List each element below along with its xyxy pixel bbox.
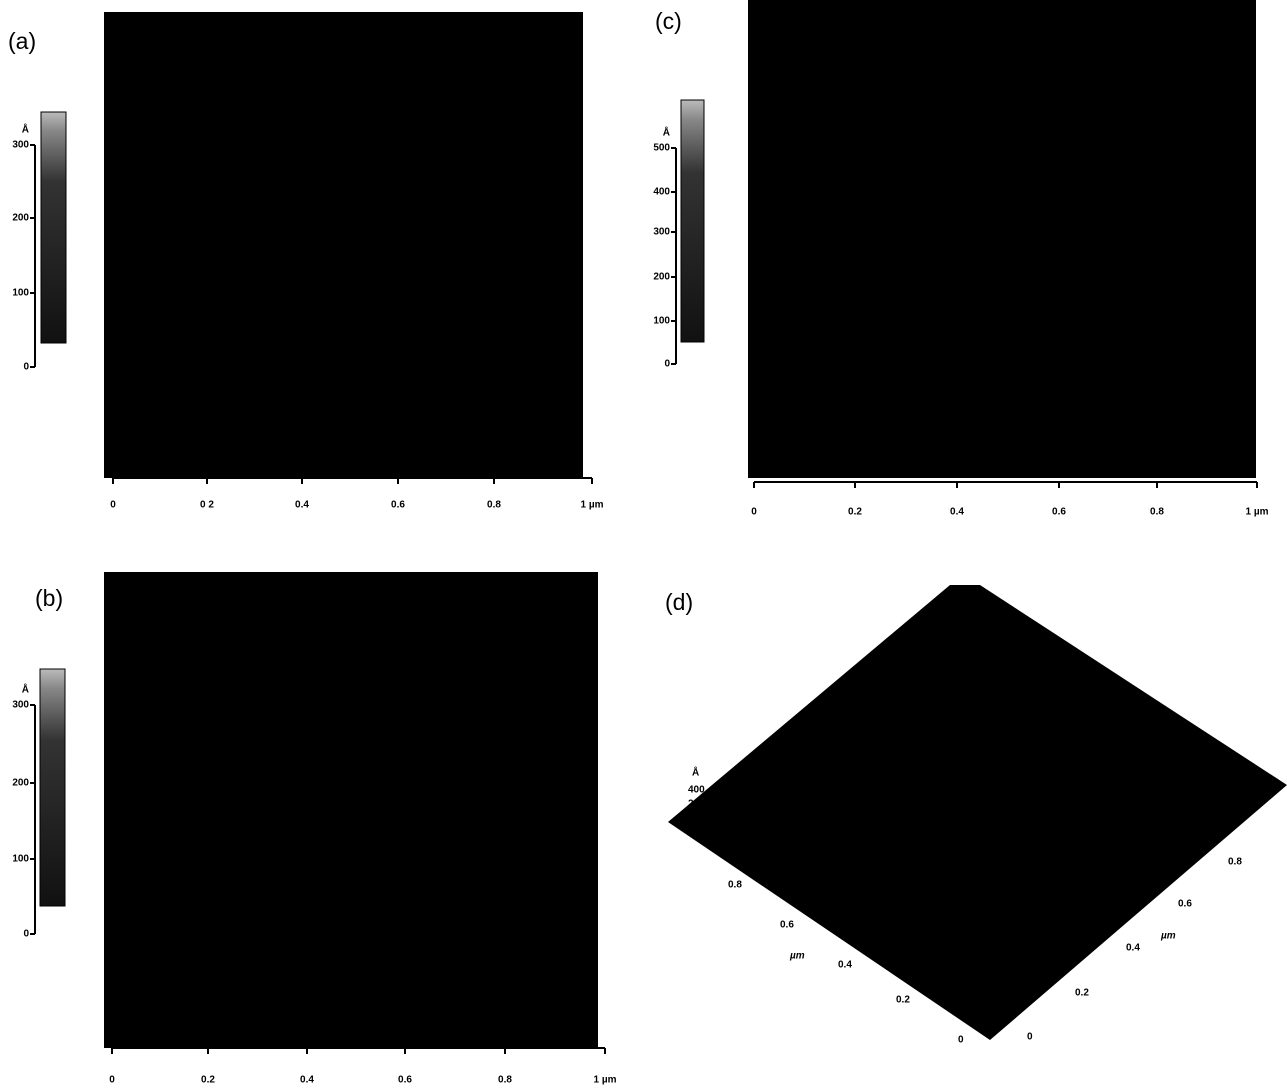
x-tick-label: 1 µm — [1246, 507, 1269, 518]
colorbar-unit: Å — [22, 683, 29, 696]
x-tick-label: 0.6 — [391, 500, 405, 511]
left-unit: µm — [789, 951, 805, 962]
left-tick-label: 0.8 — [728, 880, 742, 891]
colorbar-tick-label: 200 — [653, 272, 670, 283]
right-unit: µm — [1160, 931, 1176, 942]
x-tick-label: 0.8 — [1150, 507, 1164, 518]
panel-label: (d) — [665, 589, 693, 615]
colorbar-unit: Å — [22, 123, 29, 136]
colorbar — [40, 669, 65, 906]
colorbar-tick-label: 400 — [653, 187, 670, 198]
colorbar-tick-label: 300 — [653, 227, 670, 238]
x-tick-label: 0 — [110, 500, 116, 511]
colorbar-unit: Å — [663, 126, 670, 139]
x-tick-label: 0.4 — [295, 500, 309, 511]
colorbar-tick-label: 100 — [12, 288, 29, 299]
colorbar-tick-label: 500 — [653, 143, 670, 154]
colorbar-tick-label: 200 — [12, 778, 29, 789]
colorbar-tick-label: 0 — [23, 362, 29, 373]
left-tick-label: 0.4 — [838, 960, 852, 971]
panel-label: (c) — [655, 8, 682, 34]
right-tick-label: 0.2 — [1075, 988, 1089, 999]
x-tick-label: 0.4 — [300, 1075, 314, 1086]
x-tick-label: 0.4 — [950, 507, 964, 518]
colorbar — [41, 112, 66, 343]
x-tick-label: 0 2 — [200, 500, 214, 511]
afm-image — [748, 0, 1256, 478]
colorbar-tick-label: 0 — [23, 929, 29, 940]
colorbar-tick-label: 300 — [12, 140, 29, 151]
left-tick-label: 0.2 — [896, 995, 910, 1006]
afm-image — [104, 12, 583, 478]
colorbar-tick-label: 300 — [12, 700, 29, 711]
left-tick-label: 0.6 — [780, 920, 794, 931]
panel-label: (a) — [8, 28, 36, 54]
colorbar-tick-label: 100 — [12, 854, 29, 865]
x-tick-label: 1 µm — [594, 1075, 617, 1086]
colorbar-tick-label: 200 — [12, 213, 29, 224]
right-tick-label: 0.8 — [1228, 857, 1242, 868]
x-tick-label: 0 — [109, 1075, 115, 1086]
z-unit: Å — [692, 766, 699, 779]
colorbar-tick-label: 100 — [653, 316, 670, 327]
3d-surface — [668, 585, 1287, 1040]
x-tick-label: 0.6 — [1052, 507, 1066, 518]
colorbar — [681, 100, 704, 342]
figure: 40020 (a)Å300200100000 20.40.60.81 µm(b)… — [0, 0, 1287, 1091]
x-tick-label: 0.8 — [487, 500, 501, 511]
panel-label: (b) — [35, 585, 63, 611]
x-tick-label: 0.8 — [498, 1075, 512, 1086]
right-tick-label: 0.4 — [1126, 943, 1140, 954]
right-tick-label: 0.6 — [1178, 899, 1192, 910]
x-tick-label: 0.2 — [848, 507, 862, 518]
right-tick-label: 0 — [1027, 1032, 1033, 1043]
colorbar-tick-label: 0 — [664, 359, 670, 370]
x-tick-label: 0.2 — [201, 1075, 215, 1086]
left-tick-label: 0 — [958, 1035, 964, 1046]
x-tick-label: 0 — [751, 507, 757, 518]
x-tick-label: 1 µm — [581, 500, 604, 511]
x-tick-label: 0.6 — [398, 1075, 412, 1086]
afm-image — [104, 572, 598, 1048]
